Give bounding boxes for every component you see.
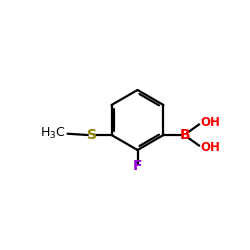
Text: H$_3$C: H$_3$C — [40, 126, 66, 141]
Text: S: S — [86, 128, 97, 142]
Text: B: B — [180, 128, 190, 142]
Text: OH: OH — [200, 141, 220, 154]
Text: F: F — [133, 159, 142, 173]
Text: OH: OH — [200, 116, 220, 129]
